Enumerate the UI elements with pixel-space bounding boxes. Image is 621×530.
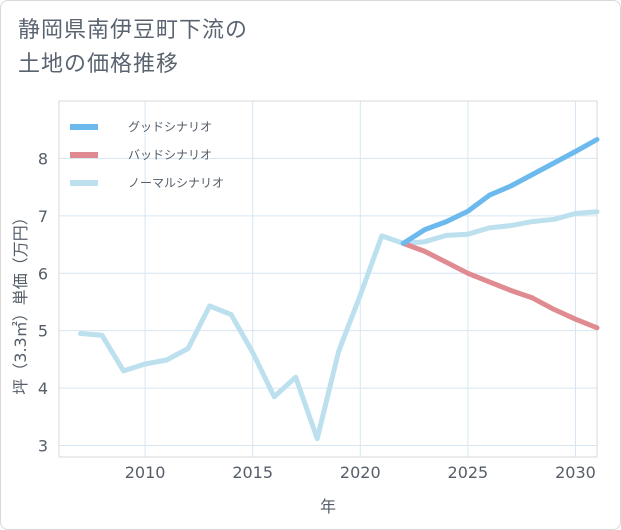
- chart-title: 静岡県南伊豆町下流の 土地の価格推移: [18, 14, 418, 82]
- y-tick-label: 5: [38, 322, 48, 341]
- x-tick-label: 2020: [340, 463, 381, 482]
- legend-label: バッドシナリオ: [128, 148, 212, 162]
- y-tick-label: 4: [38, 379, 48, 398]
- title-line-1: 静岡県南伊豆町下流の: [18, 18, 249, 43]
- series-lines: [78, 137, 600, 442]
- series-line-bad: [400, 240, 600, 331]
- y-tick-label: 7: [38, 207, 48, 226]
- x-tick-label: 2030: [555, 463, 596, 482]
- series-line-good: [400, 137, 600, 246]
- y-tick-label: 6: [38, 264, 48, 283]
- y-tick-label: 3: [38, 437, 48, 456]
- legend-label: グッドシナリオ: [128, 120, 212, 134]
- series-line-normal: [78, 209, 600, 442]
- x-axis-title: 年: [320, 497, 336, 516]
- plot-frame: [58, 100, 598, 458]
- x-tick-label: 2015: [232, 463, 273, 482]
- y-tick-label: 8: [38, 149, 48, 168]
- legend-label: ノーマルシナリオ: [128, 176, 224, 190]
- x-tick-label: 2010: [125, 463, 166, 482]
- axis-ticks: 3 4 5 6 7 8 2010 2015 2020 2025 2030: [38, 149, 596, 482]
- y-axis-title: 坪（3.3㎡）単価（万円）: [11, 209, 30, 394]
- title-line-2: 土地の価格推移: [18, 52, 180, 77]
- x-tick-label: 2025: [448, 463, 489, 482]
- grid-lines: [59, 101, 597, 457]
